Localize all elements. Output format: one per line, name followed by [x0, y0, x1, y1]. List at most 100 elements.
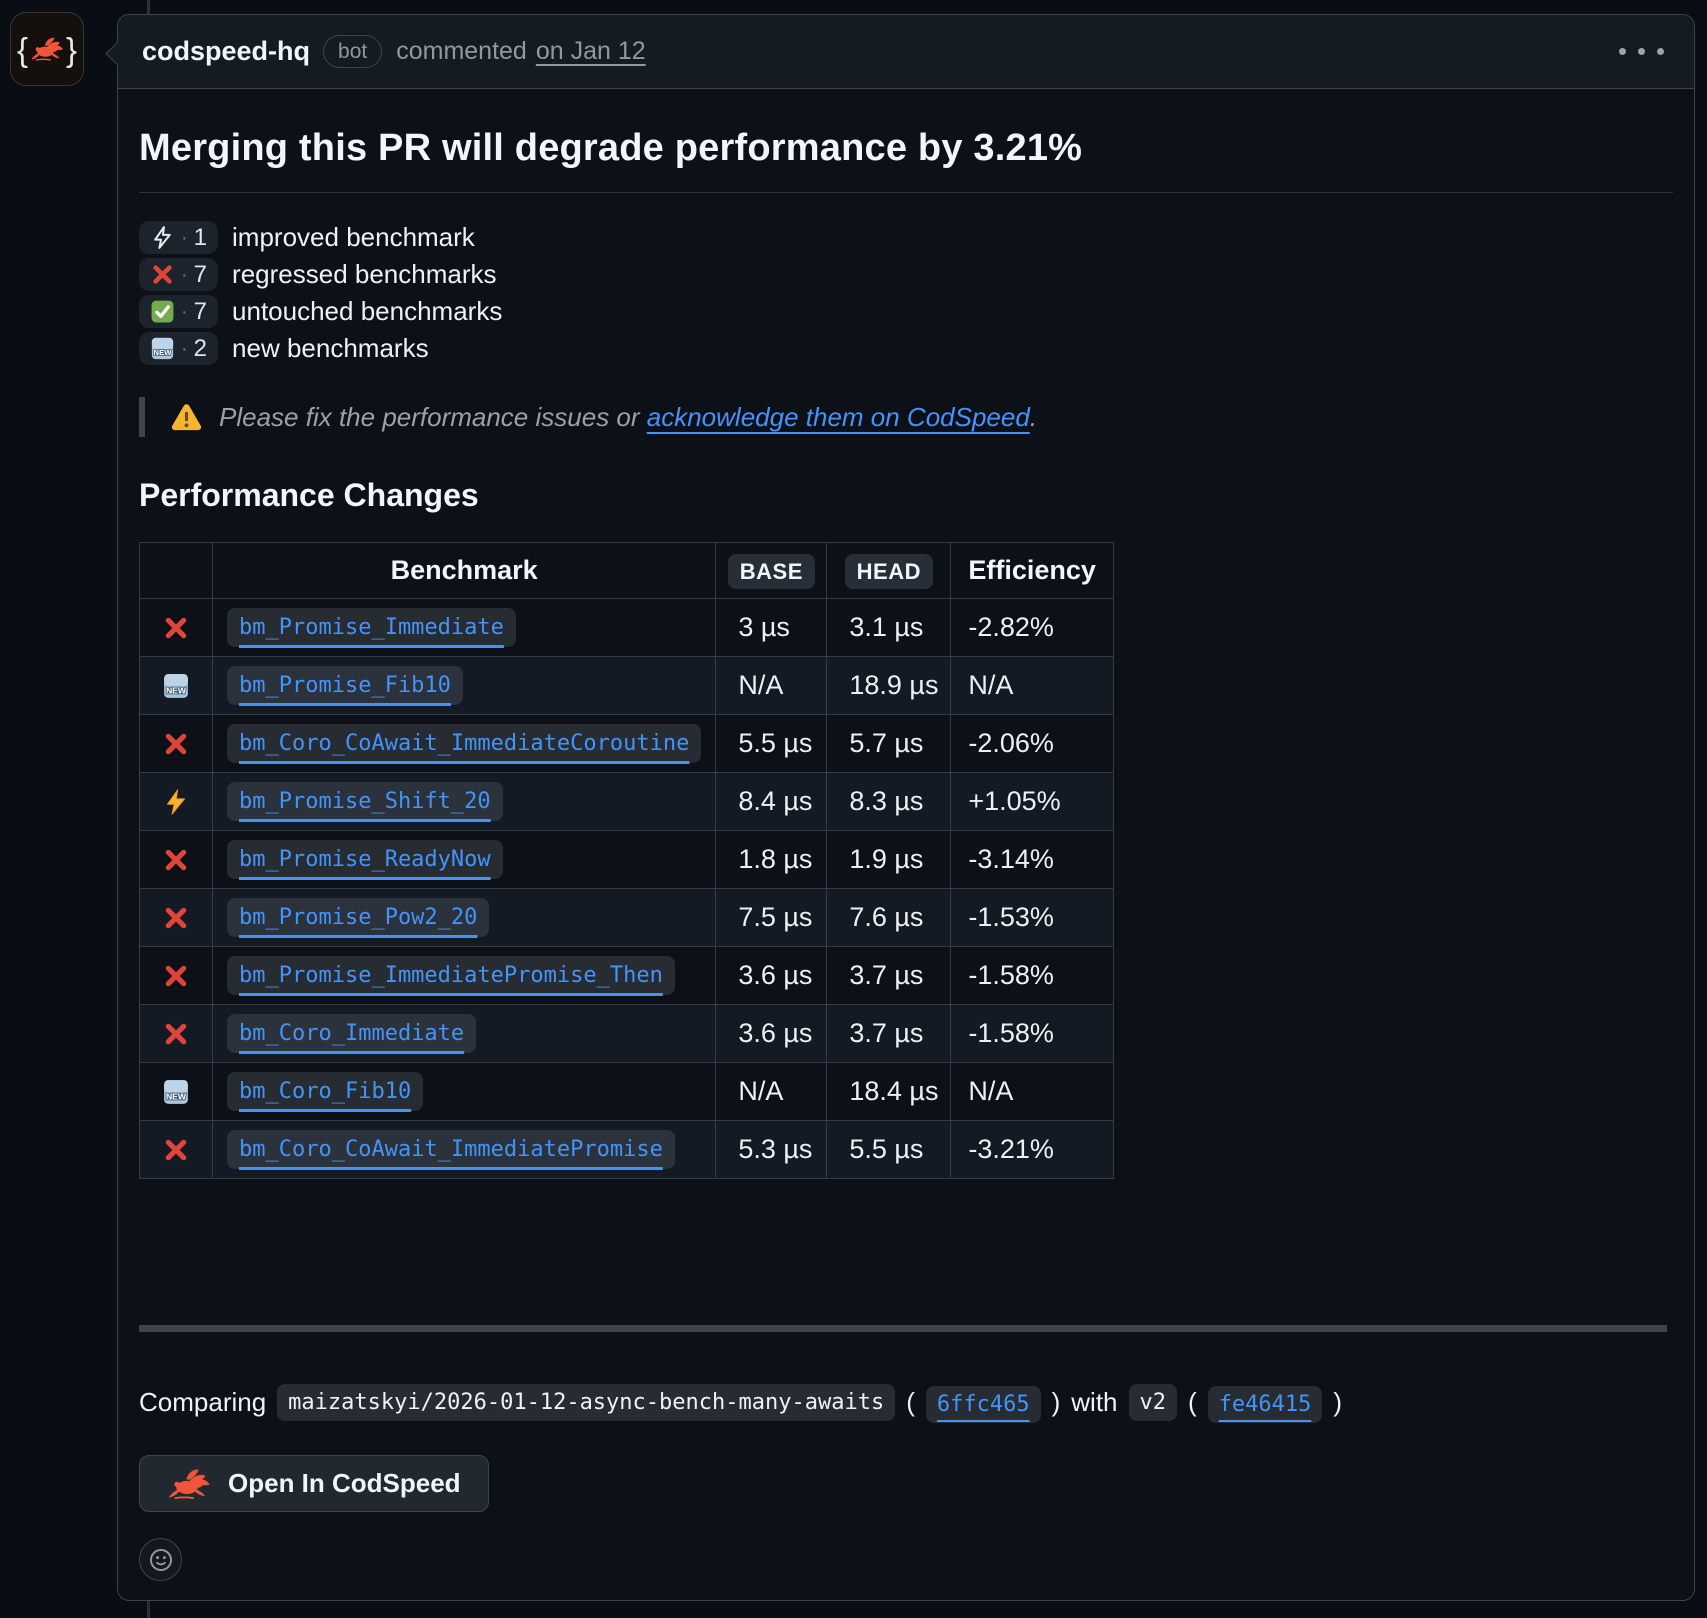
row-benchmark-cell: bm_Promise_Pow2_20 [211, 888, 717, 947]
benchmark-link[interactable]: bm_Promise_Fib10 [227, 666, 463, 705]
comparing-line: Comparing maizatskyi/2026-01-12-async-be… [139, 1384, 1673, 1423]
benchmark-name: bm_Coro_CoAwait_ImmediateCoroutine [227, 724, 702, 763]
efficiency-value: N/A [950, 656, 1115, 715]
separator-dot: · [181, 263, 188, 286]
summary-count-pill: · 7 [139, 295, 219, 328]
open-in-codspeed-button[interactable]: Open In CodSpeed [139, 1455, 489, 1512]
avatar[interactable]: { } [10, 12, 84, 86]
benchmark-name: bm_Promise_Fib10 [227, 666, 463, 705]
benchmark-link[interactable]: bm_Coro_CoAwait_ImmediatePromise [227, 1130, 675, 1169]
efficiency-value: -3.14% [950, 830, 1115, 889]
section-divider [139, 1325, 1667, 1332]
table-row: bm_Coro_CoAwait_ImmediatePromise 5.3 µs … [139, 1120, 1115, 1179]
row-benchmark-cell: bm_Promise_Fib10 [211, 656, 717, 715]
separator-dot: · [181, 226, 188, 249]
efficiency-value: -1.58% [950, 946, 1115, 1005]
paren-close-2: ) [1333, 1387, 1343, 1417]
base-commit-hash: 6ffc465 [925, 1386, 1041, 1423]
benchmark-name: bm_Promise_ImmediatePromise_Then [227, 956, 675, 995]
head-value: 18.4 µs [826, 1062, 952, 1121]
codspeed-rabbit-icon [30, 36, 64, 62]
summary-count: 1 [193, 223, 208, 251]
row-status-cell [139, 1004, 213, 1063]
benchmark-link[interactable]: bm_Coro_Immediate [227, 1014, 477, 1053]
comment-body: Merging this PR will degrade performance… [118, 89, 1694, 1581]
head-value: 18.9 µs [826, 656, 952, 715]
cross-mark-icon [165, 1139, 187, 1160]
row-status-cell [139, 946, 213, 1005]
row-status-cell [139, 598, 213, 657]
efficiency-value: -1.53% [950, 888, 1115, 947]
base-column-header: BASE [715, 542, 828, 599]
benchmark-link[interactable]: bm_Promise_ImmediatePromise_Then [227, 956, 675, 995]
kebab-menu-button[interactable] [1617, 42, 1666, 61]
table-header-row: Benchmark BASE HEAD Efficiency [139, 542, 1115, 599]
head-commit-link[interactable]: fe46415 [1207, 1386, 1323, 1423]
zap-outline-icon [154, 226, 171, 249]
benchmark-link[interactable]: bm_Promise_ReadyNow [227, 840, 503, 879]
efficiency-value: N/A [950, 1062, 1115, 1121]
head-value: 3.7 µs [826, 946, 952, 1005]
table-row: bm_Promise_ImmediatePromise_Then 3.6 µs … [139, 946, 1115, 1005]
row-status-cell: NEW [139, 1062, 213, 1121]
benchmark-name: bm_Promise_ReadyNow [227, 840, 503, 879]
head-value: 3.7 µs [826, 1004, 952, 1063]
row-benchmark-cell: bm_Coro_CoAwait_ImmediateCoroutine [211, 714, 717, 773]
svg-text:NEW: NEW [154, 348, 173, 357]
head-value: 5.5 µs [826, 1120, 952, 1179]
avatar-brace-close: } [66, 30, 78, 68]
table-row: bm_Coro_CoAwait_ImmediateCoroutine 5.5 µ… [139, 714, 1115, 773]
zap-icon [166, 788, 186, 815]
row-status-cell [139, 830, 213, 889]
warning-icon [171, 404, 202, 431]
summary-item: · 1 improved benchmark [139, 219, 1673, 256]
cross-mark-icon [153, 265, 172, 284]
paren-open-2: ( [1188, 1387, 1197, 1417]
cross-mark-icon [165, 849, 187, 870]
head-value: 5.7 µs [826, 714, 952, 773]
head-commit-hash: fe46415 [1207, 1386, 1323, 1423]
cross-mark-icon [165, 733, 187, 754]
summary-item: NEW · 2 new benchmarks [139, 330, 1673, 367]
codspeed-rabbit-glyph [168, 1468, 210, 1499]
table-row: bm_Promise_Pow2_20 7.5 µs 7.6 µs -1.53% [139, 888, 1115, 947]
row-benchmark-cell: bm_Coro_CoAwait_ImmediatePromise [211, 1120, 717, 1179]
base-commit-link[interactable]: 6ffc465 [925, 1386, 1041, 1423]
benchmark-link[interactable]: bm_Promise_Shift_20 [227, 782, 503, 821]
efficiency-value: -2.82% [950, 598, 1115, 657]
base-value: 8.4 µs [715, 772, 828, 831]
base-value: 5.5 µs [715, 714, 828, 773]
warning-prefix: Please fix the performance issues or [219, 401, 647, 432]
head-value: 3.1 µs [826, 598, 952, 657]
benchmark-link[interactable]: bm_Promise_Pow2_20 [227, 898, 490, 937]
paren-close: ) [1051, 1387, 1061, 1417]
row-status-cell [139, 714, 213, 773]
separator-dot: · [181, 337, 188, 360]
benchmark-link[interactable]: bm_Promise_Immediate [227, 608, 516, 647]
head-ref: v2 [1128, 1384, 1178, 1421]
cross-mark-icon [165, 965, 187, 986]
base-value: 5.3 µs [715, 1120, 828, 1179]
add-reaction-button[interactable] [139, 1538, 182, 1581]
avatar-brace-open: { [16, 30, 28, 68]
summary-label: regressed benchmarks [232, 259, 497, 289]
efficiency-column-header: Efficiency [950, 542, 1115, 599]
benchmark-link[interactable]: bm_Coro_Fib10 [227, 1072, 424, 1111]
benchmark-column-header: Benchmark [211, 542, 717, 599]
head-value: 7.6 µs [826, 888, 952, 947]
codspeed-rabbit-glyph [31, 37, 63, 61]
head-column-header: HEAD [826, 542, 952, 599]
comment-author[interactable]: codspeed-hq [142, 36, 311, 66]
separator-dot: · [181, 300, 188, 323]
benchmark-link[interactable]: bm_Coro_CoAwait_ImmediateCoroutine [227, 724, 702, 763]
cross-mark-slot [150, 262, 175, 287]
comment-timestamp-link[interactable]: on Jan 12 [535, 37, 646, 65]
performance-table: Benchmark BASE HEAD Efficiency bm_Promis… [139, 542, 1115, 1179]
head-value: 1.9 µs [826, 830, 952, 889]
base-value: N/A [715, 656, 828, 715]
base-value: 1.8 µs [715, 830, 828, 889]
section-heading: Performance Changes [139, 477, 479, 513]
row-benchmark-cell: bm_Promise_ReadyNow [211, 830, 717, 889]
table-row: bm_Promise_Shift_20 8.4 µs 8.3 µs +1.05% [139, 772, 1115, 831]
acknowledge-link[interactable]: acknowledge them on CodSpeed [646, 401, 1030, 432]
